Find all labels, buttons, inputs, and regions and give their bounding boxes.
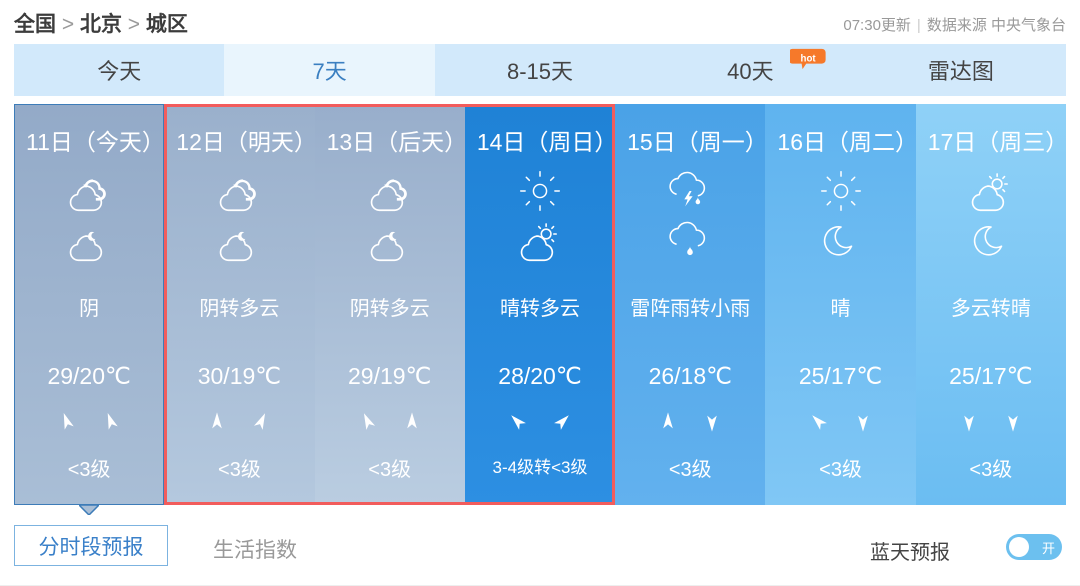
svg-text:hot: hot	[801, 54, 817, 65]
